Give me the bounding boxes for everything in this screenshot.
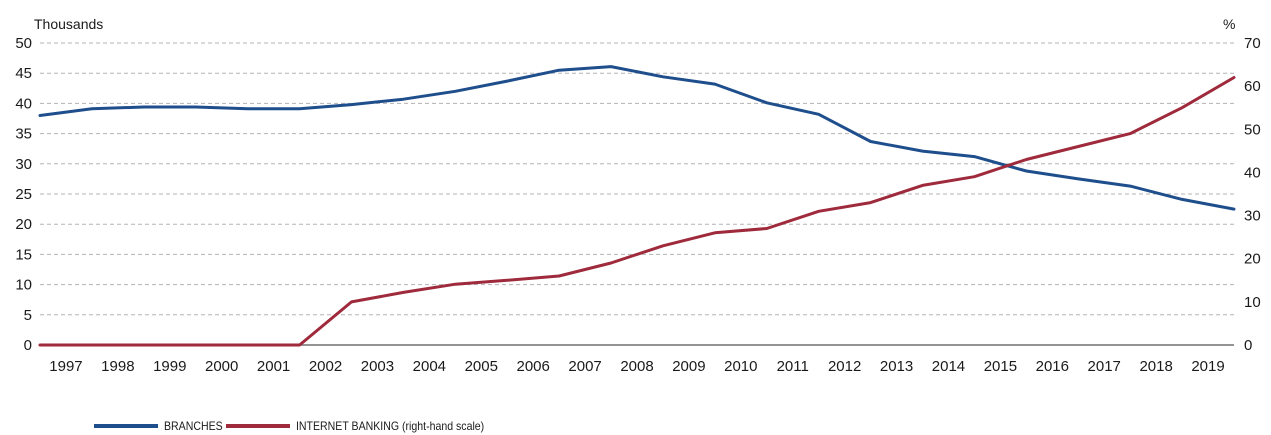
x-tick-label: 2019 — [1191, 358, 1224, 375]
left-tick-label: 5 — [24, 307, 32, 324]
left-tick-label: 40 — [15, 95, 32, 112]
legend-swatch-internet-banking — [226, 424, 290, 428]
x-tick-label: 2008 — [620, 358, 653, 375]
right-tick-label: 10 — [1244, 294, 1261, 311]
x-tick-label: 2001 — [257, 358, 290, 375]
x-tick-label: 1997 — [49, 358, 82, 375]
legend: BRANCHES INTERNET BANKING (right-hand sc… — [0, 419, 1271, 435]
left-tick-label: 0 — [24, 337, 32, 354]
left-tick-label: 15 — [15, 246, 32, 263]
x-tick-label: 2006 — [516, 358, 549, 375]
left-tick-label: 30 — [15, 156, 32, 173]
x-tick-label: 2005 — [465, 358, 498, 375]
x-tick-label: 2012 — [828, 358, 861, 375]
legend-item-branches: BRANCHES — [94, 419, 231, 433]
left-tick-label: 45 — [15, 65, 32, 82]
x-tick-label: 1998 — [101, 358, 134, 375]
right-tick-label: 70 — [1244, 35, 1261, 52]
x-tick-label: 2003 — [361, 358, 394, 375]
x-tick-label: 2004 — [413, 358, 446, 375]
left-axis-tick-labels: 0 5 10 15 20 25 30 35 40 45 50 — [15, 35, 32, 354]
x-tick-label: 2013 — [880, 358, 913, 375]
left-tick-label: 20 — [15, 216, 32, 233]
x-tick-label: 2011 — [777, 358, 809, 375]
right-tick-label: 50 — [1244, 121, 1261, 138]
x-tick-label: 2018 — [1139, 358, 1172, 375]
left-tick-label: 10 — [15, 277, 32, 294]
left-tick-label: 25 — [15, 186, 32, 203]
x-tick-label: 2007 — [568, 358, 601, 375]
right-axis-unit: % — [1223, 16, 1235, 32]
gridlines — [40, 42, 1234, 346]
x-axis-tick-labels: 1997 1998 1999 2000 2001 2002 2003 2004 2005 2006… — [49, 358, 1224, 375]
x-tick-label: 1999 — [153, 358, 186, 375]
series-line-branches — [38, 65, 1236, 211]
legend-swatch-branches — [94, 424, 158, 428]
x-tick-label: 2016 — [1036, 358, 1069, 375]
right-tick-label: 60 — [1244, 78, 1261, 95]
right-tick-label: 0 — [1244, 337, 1252, 354]
legend-label-branches: BRANCHES — [164, 419, 223, 433]
right-tick-label: 20 — [1244, 251, 1261, 268]
x-tick-label: 2014 — [932, 358, 965, 375]
series-lines — [38, 65, 1236, 347]
right-tick-label: 30 — [1244, 208, 1261, 225]
left-tick-label: 35 — [15, 126, 32, 143]
x-tick-label: 2002 — [309, 358, 342, 375]
x-tick-label: 2010 — [724, 358, 757, 375]
x-tick-label: 2015 — [984, 358, 1017, 375]
legend-label-internet-banking: INTERNET BANKING (right-hand scale) — [296, 419, 485, 433]
left-tick-label: 50 — [15, 35, 32, 52]
legend-item-internet-banking: INTERNET BANKING (right-hand scale) — [226, 419, 510, 433]
x-tick-label: 2000 — [205, 358, 238, 375]
series-line-internet-banking — [38, 76, 1236, 347]
line-chart: 0 5 10 15 20 25 30 35 40 45 50 0 10 20 30 40 50 60 70 199… — [15, 16, 1261, 375]
right-tick-label: 40 — [1244, 164, 1261, 181]
left-axis-unit: Thousands — [34, 16, 103, 32]
x-tick-label: 2009 — [672, 358, 705, 375]
x-tick-label: 2017 — [1088, 358, 1121, 375]
right-axis-tick-labels: 0 10 20 30 40 50 60 70 — [1244, 35, 1261, 354]
